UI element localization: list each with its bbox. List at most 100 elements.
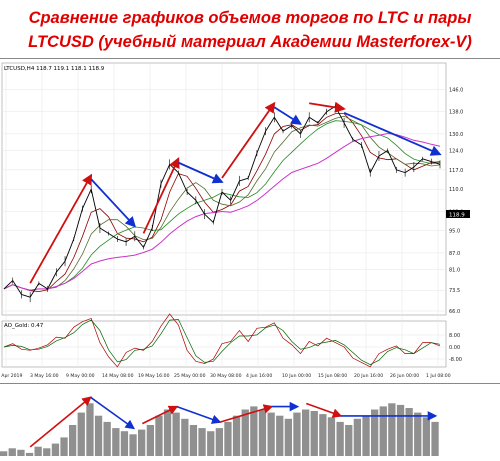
volume-bar — [284, 418, 292, 456]
price-segment — [73, 208, 83, 240]
volume-bar — [181, 418, 189, 456]
price-segment — [317, 111, 327, 124]
volume-downtrend-arrow — [176, 405, 222, 424]
price-tick-label: 95.0 — [449, 229, 460, 235]
price-segment — [378, 150, 388, 157]
current-price-marker — [446, 210, 470, 218]
price-segment — [431, 161, 441, 165]
price-segment — [361, 144, 371, 173]
volume-bar — [336, 421, 344, 456]
time-tick-label: 15 Jun 08:00 — [318, 373, 347, 379]
volume-bar — [232, 415, 241, 456]
volume-bar — [198, 428, 206, 456]
time-tick-label: 20 Jun 16:00 — [354, 373, 383, 379]
volume-bar — [51, 443, 60, 456]
price-segment — [247, 153, 258, 179]
price-series — [3, 102, 441, 303]
price-segment — [38, 282, 48, 290]
volume-bar — [345, 425, 353, 456]
time-tick-label: 4 Jun 16:00 — [246, 373, 272, 379]
volume-bar — [293, 412, 301, 456]
time-tick-label: 3 May 16:00 — [30, 373, 59, 379]
price-segment — [413, 158, 423, 168]
price-segment — [12, 280, 22, 295]
volume-downtrend-arrow — [90, 396, 136, 430]
volume-bar — [112, 428, 120, 456]
price-segment — [291, 125, 301, 135]
price-segment — [212, 191, 223, 223]
volume-bar — [371, 409, 379, 456]
price-segment — [99, 227, 109, 234]
volume-bar — [0, 451, 8, 456]
price-tick-label: 87.0 — [449, 251, 460, 257]
volume-bar — [172, 412, 180, 456]
volume-bar — [388, 403, 396, 456]
price-segment — [117, 238, 127, 243]
price-segment — [64, 238, 75, 262]
volume-bar — [405, 408, 413, 456]
volume-bar — [163, 409, 172, 456]
time-tick-label: 19 May 16:00 — [138, 373, 170, 379]
volume-bar — [319, 414, 327, 456]
price-segment — [387, 150, 397, 171]
trend-arrows — [29, 101, 442, 284]
volume-uptrend-arrow — [141, 405, 179, 425]
volume-panel — [0, 386, 500, 457]
volume-trend-arrows — [29, 396, 438, 448]
current-price-value: 118.9 — [449, 213, 465, 219]
volume-bar — [103, 421, 111, 456]
time-tick-label: 14 May 08:00 — [102, 373, 134, 379]
volume-uptrend-arrow — [29, 396, 92, 448]
price-tick-label: 81.0 — [449, 267, 460, 273]
downtrend-arrow — [343, 111, 442, 156]
volume-bar — [69, 425, 77, 456]
oscillator-line — [3, 313, 441, 368]
downtrend-arrow — [273, 106, 302, 125]
price-tick-label: 110.0 — [449, 187, 463, 193]
oscillator-axis: 8.00 0.00 -8.00 — [449, 333, 462, 363]
price-tick-label: 146.0 — [449, 88, 463, 94]
volume-bar — [431, 421, 439, 456]
volume-bar — [353, 418, 361, 456]
volume-bar — [422, 417, 430, 457]
trading-terminal-chart: 146.0138.0130.0124.0117.0110.0102.095.08… — [0, 58, 500, 384]
price-segment — [404, 166, 415, 174]
volume-bar — [215, 428, 223, 456]
volume-bar — [327, 417, 336, 457]
price-segment — [82, 189, 92, 209]
volume-bar — [207, 431, 215, 456]
price-segment — [186, 191, 197, 201]
osc-tick-label: 8.00 — [449, 333, 460, 339]
moving-average-line — [3, 115, 441, 291]
volume-bar — [258, 409, 267, 456]
volume-bar — [276, 415, 284, 456]
price-segment — [160, 164, 171, 184]
volume-bar — [129, 434, 137, 456]
price-segment — [143, 227, 153, 248]
price-segment — [195, 200, 205, 215]
time-tick-label: 25 May 00:00 — [174, 373, 206, 379]
volume-bar — [396, 404, 405, 456]
moving-average-line — [3, 113, 441, 293]
price-tick-label: 124.0 — [449, 148, 463, 154]
symbol-label: LTCUSD,H4 118.7 119.1 118.1 118.9 — [4, 66, 105, 72]
price-chart-svg: 146.0138.0130.0124.0117.0110.0102.095.08… — [0, 59, 500, 383]
osc-tick-label: 0.00 — [449, 345, 460, 351]
volume-bar — [94, 415, 103, 456]
price-tick-label: 138.0 — [449, 110, 463, 116]
volume-uptrend-arrow — [306, 402, 343, 418]
price-tick-label: 73.5 — [449, 288, 460, 294]
oscillator-panel-frame — [1, 320, 447, 368]
volume-bar — [138, 429, 146, 456]
price-segment — [230, 180, 240, 201]
price-segment — [422, 158, 432, 162]
price-segment — [3, 280, 14, 290]
chart-heading: Сравнение графиков объемов торгов по LTC… — [0, 6, 500, 54]
price-segment — [221, 191, 232, 201]
osc-tick-label: -8.00 — [449, 357, 462, 363]
uptrend-arrow — [142, 156, 180, 234]
grid — [2, 63, 446, 367]
time-axis: 29 Apr 2019 3 May 16:00 9 May 00:00 14 May … — [0, 373, 451, 379]
volume-bar — [362, 415, 370, 456]
volume-bar — [250, 406, 258, 456]
